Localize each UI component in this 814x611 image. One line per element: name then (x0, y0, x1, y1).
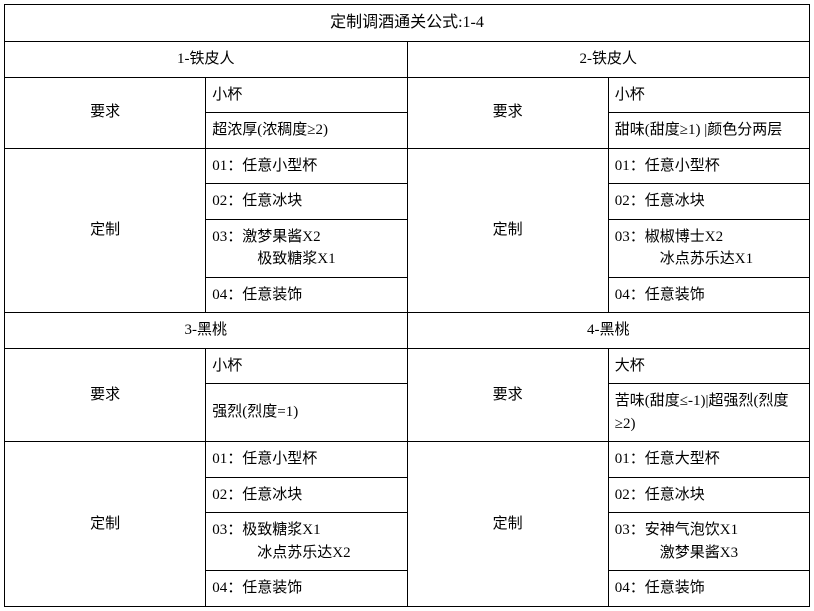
section-header-row: 3-黑桃 4-黑桃 (5, 313, 810, 349)
step-cell: 04：任意装饰 (206, 277, 407, 313)
req-cell: 强烈(烈度=1) (206, 384, 407, 442)
step-cell: 03：椒椒博士X2 冰点苏乐达X1 (608, 219, 809, 277)
req-cell: 小杯 (206, 348, 407, 384)
step-cell: 03：安神气泡饮X1 激梦果酱X3 (608, 513, 809, 571)
custom-label: 定制 (5, 442, 206, 607)
requirement-label: 要求 (407, 348, 608, 442)
section-header-left: 3-黑桃 (5, 313, 408, 349)
section-header-right: 2-铁皮人 (407, 42, 810, 78)
requirement-label: 要求 (5, 348, 206, 442)
req-cell: 甜味(甜度≥1) |颜色分两层 (608, 113, 809, 149)
section-header-left: 1-铁皮人 (5, 42, 408, 78)
table-title: 定制调酒通关公式:1-4 (5, 5, 810, 42)
step-cell: 02：任意冰块 (206, 184, 407, 220)
custom-label: 定制 (407, 442, 608, 607)
req-cell: 苦味(甜度≤-1)|超强烈(烈度≥2) (608, 384, 809, 442)
requirement-label: 要求 (407, 77, 608, 148)
step-cell: 03：激梦果酱X2 极致糖浆X1 (206, 219, 407, 277)
step-cell: 02：任意冰块 (206, 477, 407, 513)
step-cell: 01：任意小型杯 (206, 148, 407, 184)
requirement-label: 要求 (5, 77, 206, 148)
req-cell: 小杯 (206, 77, 407, 113)
recipe-table: 定制调酒通关公式:1-4 1-铁皮人 2-铁皮人 要求 小杯 要求 小杯 超浓厚… (4, 4, 810, 607)
req-cell: 超浓厚(浓稠度≥2) (206, 113, 407, 149)
step-cell: 01：任意小型杯 (206, 442, 407, 478)
table-row: 定制 01：任意小型杯 定制 01：任意大型杯 (5, 442, 810, 478)
section-header-right: 4-黑桃 (407, 313, 810, 349)
step-cell: 01：任意小型杯 (608, 148, 809, 184)
table-row: 定制 01：任意小型杯 定制 01：任意小型杯 (5, 148, 810, 184)
step-cell: 02：任意冰块 (608, 477, 809, 513)
step-cell: 04：任意装饰 (206, 571, 407, 607)
custom-label: 定制 (5, 148, 206, 313)
step-cell: 04：任意装饰 (608, 277, 809, 313)
step-cell: 01：任意大型杯 (608, 442, 809, 478)
step-cell: 04：任意装饰 (608, 571, 809, 607)
custom-label: 定制 (407, 148, 608, 313)
req-cell: 大杯 (608, 348, 809, 384)
step-cell: 03：极致糖浆X1 冰点苏乐达X2 (206, 513, 407, 571)
table-row: 要求 小杯 要求 小杯 (5, 77, 810, 113)
step-cell: 02：任意冰块 (608, 184, 809, 220)
table-row: 要求 小杯 要求 大杯 (5, 348, 810, 384)
section-header-row: 1-铁皮人 2-铁皮人 (5, 42, 810, 78)
req-cell: 小杯 (608, 77, 809, 113)
table-title-row: 定制调酒通关公式:1-4 (5, 5, 810, 42)
